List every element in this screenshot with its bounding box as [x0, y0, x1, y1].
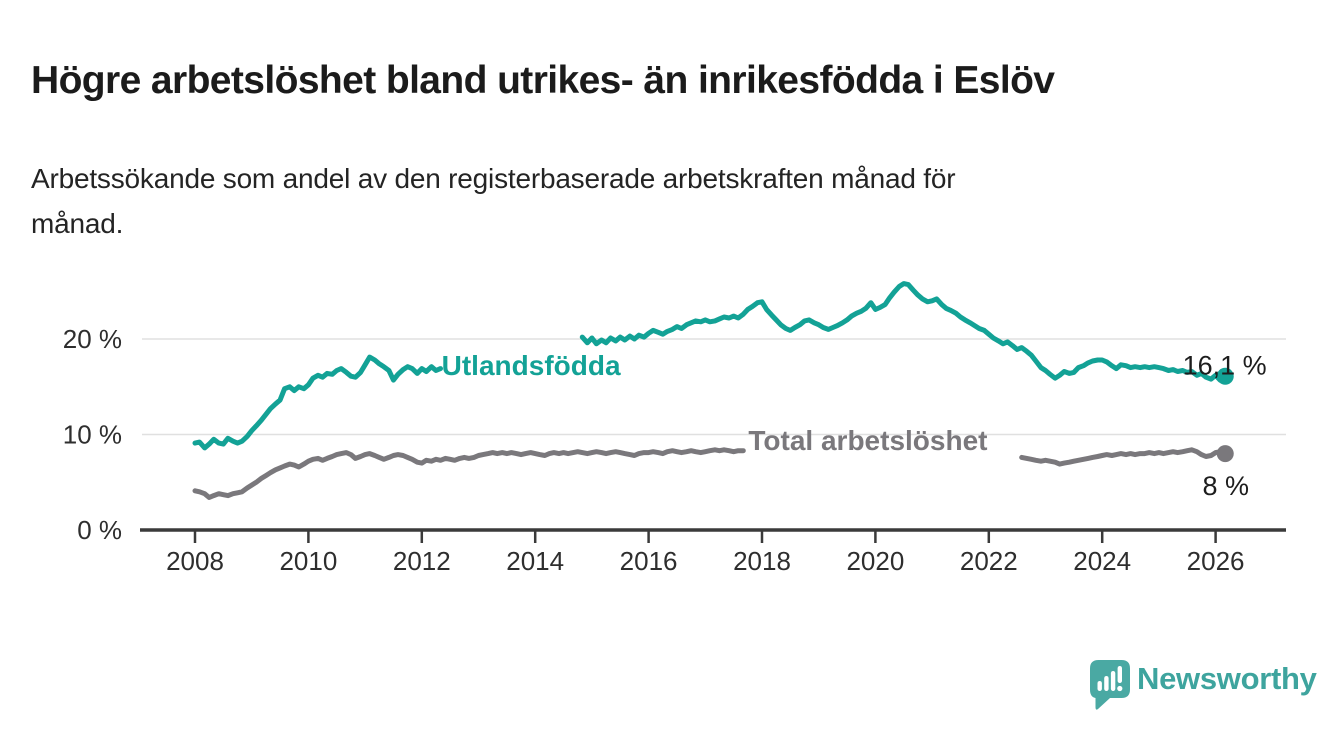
- x-tick-label: 2012: [393, 546, 451, 576]
- series-end-value-label: 16,1 %: [1183, 351, 1267, 381]
- bar-2: [1104, 676, 1109, 691]
- newsworthy-wordmark: Newsworthy: [1137, 661, 1317, 696]
- newsworthy-logo: Newsworthy: [1089, 659, 1319, 715]
- x-tick-label: 2014: [506, 546, 564, 576]
- series-line: [1019, 447, 1228, 467]
- series-inline-label: Utlandsfödda: [442, 350, 621, 381]
- series-end-dot: [1216, 445, 1234, 463]
- speech-bubble-shape: [1090, 660, 1130, 710]
- x-tick-label: 2024: [1073, 546, 1131, 576]
- bar-3: [1110, 671, 1116, 691]
- series-line: [579, 281, 1228, 383]
- exclamation-bar: [1117, 666, 1122, 683]
- series-line: [192, 354, 444, 451]
- series-end-value-label: 8 %: [1203, 471, 1250, 501]
- bar-1: [1097, 681, 1102, 691]
- x-tick-label: 2022: [960, 546, 1018, 576]
- y-tick-label: 20 %: [63, 324, 122, 354]
- x-tick-label: 2020: [846, 546, 904, 576]
- exclamation-dot: [1117, 685, 1123, 692]
- x-tick-label: 2008: [166, 546, 224, 576]
- chart-subtitle: Arbetssökande som andel av den registerb…: [31, 156, 1261, 246]
- x-tick-label: 2018: [733, 546, 791, 576]
- x-tick-label: 2010: [279, 546, 337, 576]
- series-line: [192, 447, 746, 500]
- x-tick-label: 2026: [1187, 546, 1245, 576]
- y-tick-label: 0 %: [77, 515, 122, 545]
- series-inline-label: Total arbetslöshet: [748, 425, 987, 456]
- subtitle-line-2: månad.: [31, 208, 124, 239]
- x-tick-label: 2016: [620, 546, 678, 576]
- y-tick-label: 10 %: [63, 420, 122, 450]
- axis-layer: 0 % 10 % 20 % 2008 2010 2012 2014 2016 2018 2020 2…: [63, 324, 1286, 576]
- subtitle-line-1: Arbetssökande som andel av den registerb…: [31, 163, 956, 194]
- grid-layer: [142, 338, 1286, 436]
- page-title: Högre arbetslöshet bland utrikes- än inr…: [31, 59, 1055, 103]
- speech-bubble-bar-chart-icon: [1090, 660, 1130, 710]
- label-layer: Utlandsfödda 16,1 % Total arbetslöshet 8 %: [442, 350, 1267, 501]
- series-end-dot: [1216, 367, 1234, 385]
- series-layer: [192, 281, 1234, 500]
